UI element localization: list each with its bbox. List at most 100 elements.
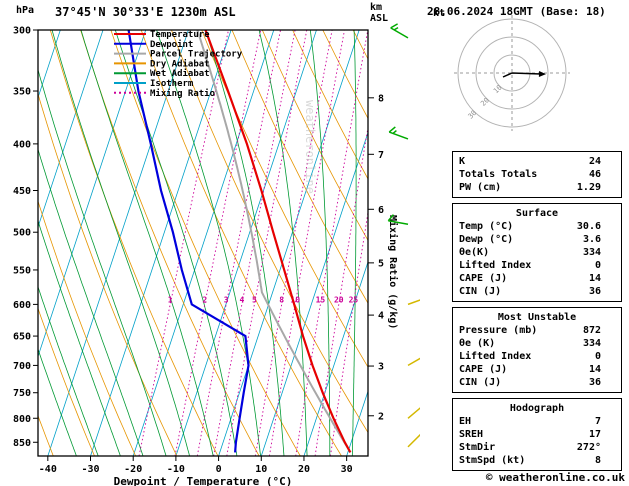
panel-row: Lifted Index 0 [459,350,615,363]
mixing-ratio-axis-title: Mixing Ratio (g/kg) [387,215,399,329]
row-label: Dewp (°C) [459,234,514,245]
panel-row: PW (cm) 1.29 [459,181,615,194]
row-label: StmDir [459,442,496,453]
wind-barbs [387,23,420,448]
legend-label: Wet Adiabat [150,68,210,79]
isotherms [38,30,368,456]
svg-text:450: 450 [13,186,31,197]
panel-title-most-unstable: Most Unstable [497,312,577,323]
row-label: EH [459,416,472,427]
svg-text:2: 2 [202,295,207,304]
wind-barb [388,126,409,140]
svg-text:20: 20 [298,464,310,475]
plot-border [37,29,369,457]
row-value: 8 [594,455,601,466]
panel-row: CIN (J) 36 [459,285,615,298]
panel-title-hodograph: Hodograph [509,403,565,414]
svg-text:25: 25 [349,295,359,304]
altitude-unit-asl: ASL [370,13,389,24]
svg-text:300: 300 [13,26,31,37]
row-value: 334 [582,247,601,258]
legend-label: Mixing Ratio [150,88,215,99]
row-value: 24 [588,156,601,167]
panel-row: Pressure (mb) 872 [459,324,615,337]
watermark: weatheronline [303,100,317,194]
svg-text:350: 350 [13,87,31,98]
parcel-trajectory-curve [196,30,352,453]
svg-text:700: 700 [13,361,31,372]
row-label: θe (K) [459,338,496,349]
svg-text:-40: -40 [39,464,57,475]
hodograph-ring [457,18,567,128]
datetime-label: 28.06.2024 18GMT (Base: 18) [427,5,606,18]
row-label: K [459,156,466,167]
panel-row: K 24 [459,155,615,168]
svg-text:7: 7 [378,150,384,161]
altitude-unit-km: km [370,2,383,13]
skewt-plot: 1 2 3 4 5 8 10 15 20 25weatheronline3003504004505… [13,23,420,486]
altitude-axis-unit: km ASL [370,2,388,24]
temperature-axis: -40 -30 -20 -10 0 10 20 30 [39,456,353,475]
svg-text:2: 2 [378,411,384,422]
row-label: Lifted Index [459,260,532,271]
svg-text:-30: -30 [81,464,99,475]
svg-text:10: 10 [255,464,267,475]
panel-surface: Surface Temp (°C) 30.6 Dewp (°C) 3.6 θe(K) 334… [452,203,622,302]
row-value: 334 [582,338,601,349]
panel-row: EH 7 [459,415,615,428]
panel-hodograph: Hodograph EH 7 SREH 17 StmDir 272° StmSpd (kt) 8 [452,398,622,471]
row-value: 14 [588,364,601,375]
row-label: Pressure (mb) [459,325,538,336]
row-label: CIN (J) [459,286,502,297]
legend-label: Dewpoint [150,39,193,50]
hodograph-unit-label: kt [433,8,446,19]
row-value: 7 [594,416,601,427]
svg-text:8: 8 [378,93,384,104]
dewpoint-curve [127,30,250,453]
svg-text:5: 5 [252,295,257,304]
wet-adiabats [38,30,357,456]
legend-label: Isotherm [150,79,194,89]
legend-label: Dry Adiabat [150,58,210,69]
row-label: CAPE (J) [459,273,508,284]
row-value: 17 [588,429,601,440]
row-label: CAPE (J) [459,364,508,375]
row-value: 272° [576,442,601,453]
svg-text:-20: -20 [124,464,142,475]
hodograph-ring-label: 10 [492,84,504,96]
row-value: 0 [594,260,601,271]
pressure-axis: 300 350 400 450 500 550 600 650 700 750 800 850 [13,26,38,449]
legend-label: Parcel Trajectory [150,49,243,60]
hodograph-ring [475,36,549,110]
row-value: 46 [588,169,601,180]
row-label: PW (cm) [459,182,502,193]
panel-row: CAPE (J) 14 [459,272,615,285]
svg-text:30: 30 [341,464,353,475]
svg-text:500: 500 [13,228,31,239]
svg-text:-10: -10 [167,464,185,475]
wind-barb [390,23,409,39]
panel-row: SREH 17 [459,428,615,441]
panel-row: CIN (J) 36 [459,376,615,389]
wind-barb [387,214,409,225]
row-label: SREH [459,429,484,440]
svg-text:750: 750 [13,388,31,399]
row-label: CIN (J) [459,377,502,388]
svg-text:3: 3 [224,295,229,304]
wind-barb [407,357,420,367]
legend-label: Temperature [150,30,210,40]
mixing-ratio-labels: 1 2 3 4 5 8 10 15 20 25 [168,295,359,304]
panel-row: θe(K) 334 [459,246,615,259]
copyright: © weatheronline.co.uk [485,471,625,484]
hodograph-ring-label: 30 [467,109,479,121]
storm-motion-vector [502,72,542,78]
row-label: Totals Totals [459,169,538,180]
panel-row: θe (K) 334 [459,337,615,350]
row-label: Lifted Index [459,351,532,362]
row-value: 3.6 [582,234,601,245]
svg-text:4: 4 [239,295,244,304]
temperature-curve [204,30,352,453]
svg-text:800: 800 [13,414,31,425]
